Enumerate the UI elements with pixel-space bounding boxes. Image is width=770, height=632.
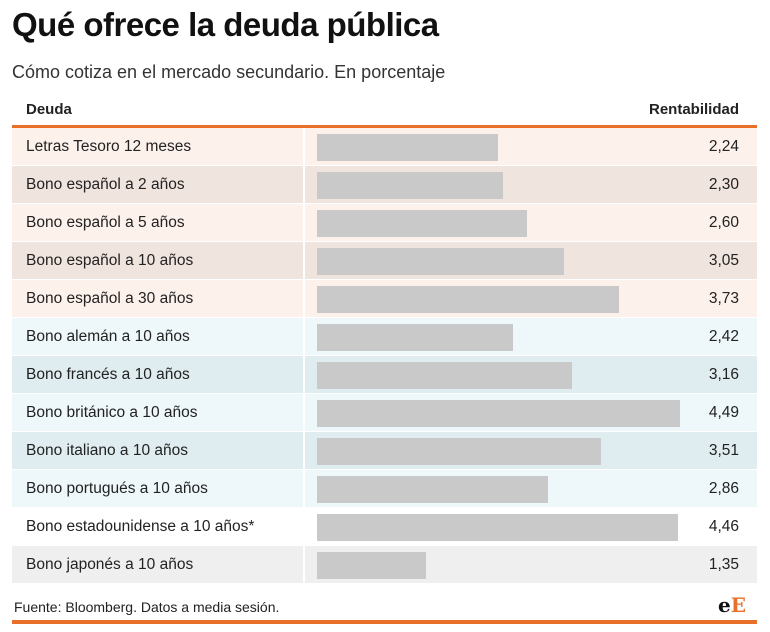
bar-row: Bono portugués a 10 años 2,86 [12,470,757,508]
bar [317,248,564,275]
bar-label: Bono alemán a 10 años [12,318,303,355]
bar-label: Bono italiano a 10 años [12,432,303,469]
bar-label: Letras Tesoro 12 meses [12,128,303,165]
bar-label: Bono español a 5 años [12,204,303,241]
bar-row: Bono británico a 10 años 4,49 [12,394,757,432]
bar-value-label: 1,35 [708,556,739,573]
bar-label: Bono español a 10 años [12,242,303,279]
bar-row: Bono estadounidense a 10 años* 4,46 [12,508,757,546]
header-rentabilidad: Rentabilidad [648,101,739,118]
bar-value-label: 2,60 [708,214,739,231]
header-deuda: Deuda [26,101,72,118]
bar-cell: 2,86 [305,470,757,507]
bar-value-label: 3,16 [708,366,739,383]
bar [317,172,503,199]
bar [317,210,527,237]
bar [317,324,513,351]
bar [317,134,498,161]
bar-value-label: 2,42 [708,328,739,345]
bar-cell: 4,46 [305,508,757,545]
bar-row: Bono francés a 10 años 3,16 [12,356,757,394]
bar-value-label: 2,86 [708,480,739,497]
bottom-rule [12,620,757,624]
bar-row: Bono japonés a 10 años 1,35 [12,546,757,584]
bar-cell: 1,35 [305,546,757,583]
bar-label: Bono estadounidense a 10 años* [12,508,303,545]
bar-value-label: 2,30 [708,176,739,193]
header-rule [12,125,757,128]
bar-label: Bono español a 30 años [12,280,303,317]
bar-label: Bono francés a 10 años [12,356,303,393]
bar-value-label: 3,51 [708,442,739,459]
bar-rows: Letras Tesoro 12 meses 2,24 Bono español a… [12,128,757,584]
chart-title: Qué ofrece la deuda pública [12,6,439,43]
bar-value-label: 3,05 [708,252,739,269]
bar-row: Letras Tesoro 12 meses 2,24 [12,128,757,166]
brand-logo: eE [718,593,746,617]
bar-cell: 3,05 [305,242,757,279]
bar-value-label: 4,46 [708,518,739,535]
bar [317,438,601,465]
logo-letter-e: e [718,593,731,617]
bar [317,362,572,389]
bar-value-label: 2,24 [708,138,739,155]
bar-cell: 4,49 [305,394,757,431]
bar-label: Bono portugués a 10 años [12,470,303,507]
bar-label: Bono británico a 10 años [12,394,303,431]
bar-row: Bono español a 30 años 3,73 [12,280,757,318]
bar-row: Bono español a 2 años 2,30 [12,166,757,204]
bar [317,476,548,503]
bar-row: Bono español a 5 años 2,60 [12,204,757,242]
bar-cell: 2,60 [305,204,757,241]
bar-row: Bono español a 10 años 3,05 [12,242,757,280]
bar [317,400,680,427]
table-header: Deuda Rentabilidad [12,98,757,126]
bar-row: Bono alemán a 10 años 2,42 [12,318,757,356]
bar [317,286,619,313]
chart-subtitle: Cómo cotiza en el mercado secundario. En… [12,62,446,82]
bar-label: Bono japonés a 10 años [12,546,303,583]
bar-value-label: 4,49 [708,404,739,421]
source-note: Fuente: Bloomberg. Datos a media sesión. [14,599,280,615]
bar-cell: 3,16 [305,356,757,393]
bar-value-label: 3,73 [708,290,739,307]
bar-cell: 2,30 [305,166,757,203]
bar-cell: 3,51 [305,432,757,469]
logo-letter-E: E [730,593,746,617]
bar-cell: 2,42 [305,318,757,355]
bar-row: Bono italiano a 10 años 3,51 [12,432,757,470]
bar-cell: 2,24 [305,128,757,165]
bar [317,552,426,579]
bar [317,514,678,541]
bar-cell: 3,73 [305,280,757,317]
bar-label: Bono español a 2 años [12,166,303,203]
